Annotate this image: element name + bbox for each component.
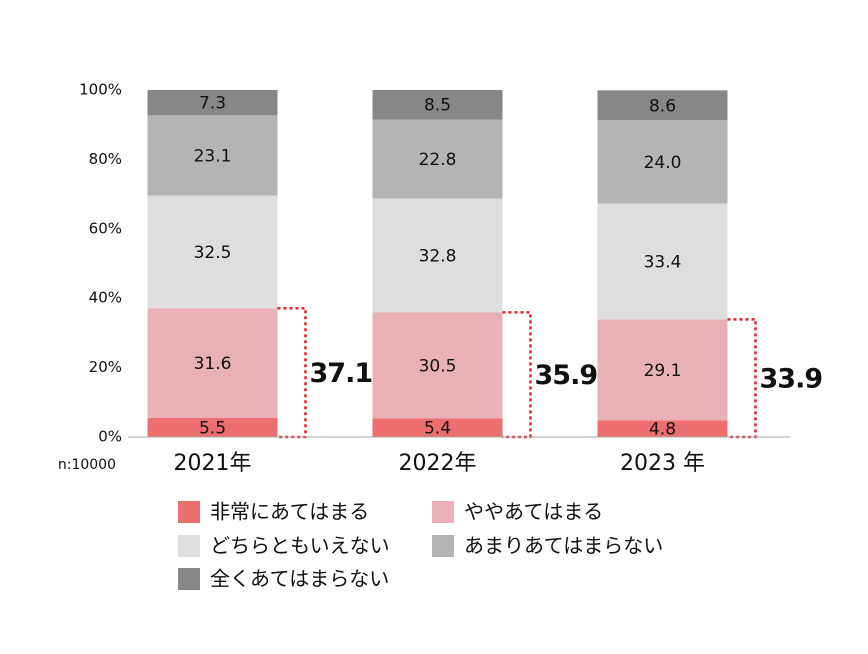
bracket bbox=[727, 318, 757, 439]
y-tick-label: 100% bbox=[79, 81, 122, 99]
bar-segment bbox=[597, 420, 728, 437]
legend-label: ややあてはまる bbox=[464, 500, 603, 524]
legend-swatch bbox=[432, 535, 454, 557]
bar-segment bbox=[147, 115, 278, 196]
sample-note: n:10000 bbox=[58, 457, 116, 473]
bracket-total: 35.9 bbox=[535, 360, 598, 391]
bracket bbox=[502, 311, 532, 439]
legend-label: 全くあてはまらない bbox=[210, 567, 389, 591]
data-label: 29.1 bbox=[644, 361, 682, 381]
legend-label: 非常にあてはまる bbox=[210, 500, 369, 524]
legend-label: あまりあてはまらない bbox=[464, 534, 663, 558]
bracket-total: 33.9 bbox=[760, 364, 823, 395]
bar-segment bbox=[147, 195, 278, 309]
bar-segment bbox=[597, 203, 728, 320]
bar-segment bbox=[372, 418, 503, 437]
data-label: 32.5 bbox=[194, 243, 232, 263]
data-label: 5.5 bbox=[199, 418, 226, 438]
legend-swatch bbox=[432, 501, 454, 523]
y-tick-label: 80% bbox=[89, 150, 122, 168]
y-tick-label: 20% bbox=[89, 358, 122, 376]
data-label: 5.4 bbox=[424, 419, 451, 439]
data-label: 24.0 bbox=[644, 153, 682, 173]
bar-segment bbox=[597, 319, 728, 421]
data-label: 32.8 bbox=[419, 247, 457, 267]
bar-segment bbox=[372, 119, 503, 199]
bar-segment bbox=[372, 312, 503, 419]
x-tick-label: 2023 年 bbox=[620, 451, 705, 476]
y-tick-label: 0% bbox=[98, 428, 122, 446]
legend-swatch bbox=[178, 568, 200, 590]
data-label: 30.5 bbox=[419, 356, 457, 376]
data-label: 23.1 bbox=[194, 146, 232, 166]
y-tick-label: 60% bbox=[89, 219, 122, 237]
legend-label: どちらともいえない bbox=[210, 534, 390, 558]
bar-segment bbox=[147, 417, 278, 437]
legend-swatch bbox=[178, 501, 200, 523]
x-tick-label: 2022年 bbox=[399, 451, 477, 476]
data-label: 33.4 bbox=[644, 252, 682, 272]
data-label: 4.8 bbox=[649, 420, 676, 440]
x-tick-label: 2021年 bbox=[174, 451, 252, 476]
bar-segment bbox=[372, 90, 503, 120]
bar-segment bbox=[597, 120, 728, 204]
bracket bbox=[277, 307, 307, 439]
data-label: 8.6 bbox=[649, 96, 676, 116]
bar-segment bbox=[147, 90, 278, 116]
bar-segment bbox=[147, 308, 278, 418]
data-label: 8.5 bbox=[424, 96, 451, 116]
bar-segment bbox=[372, 198, 503, 313]
bracket-total: 37.1 bbox=[310, 358, 373, 389]
bar-segment bbox=[597, 90, 728, 121]
y-tick-label: 40% bbox=[89, 289, 122, 307]
data-label: 31.6 bbox=[194, 354, 232, 374]
data-label: 22.8 bbox=[419, 150, 457, 170]
legend-swatch bbox=[178, 535, 200, 557]
data-label: 7.3 bbox=[199, 94, 226, 114]
